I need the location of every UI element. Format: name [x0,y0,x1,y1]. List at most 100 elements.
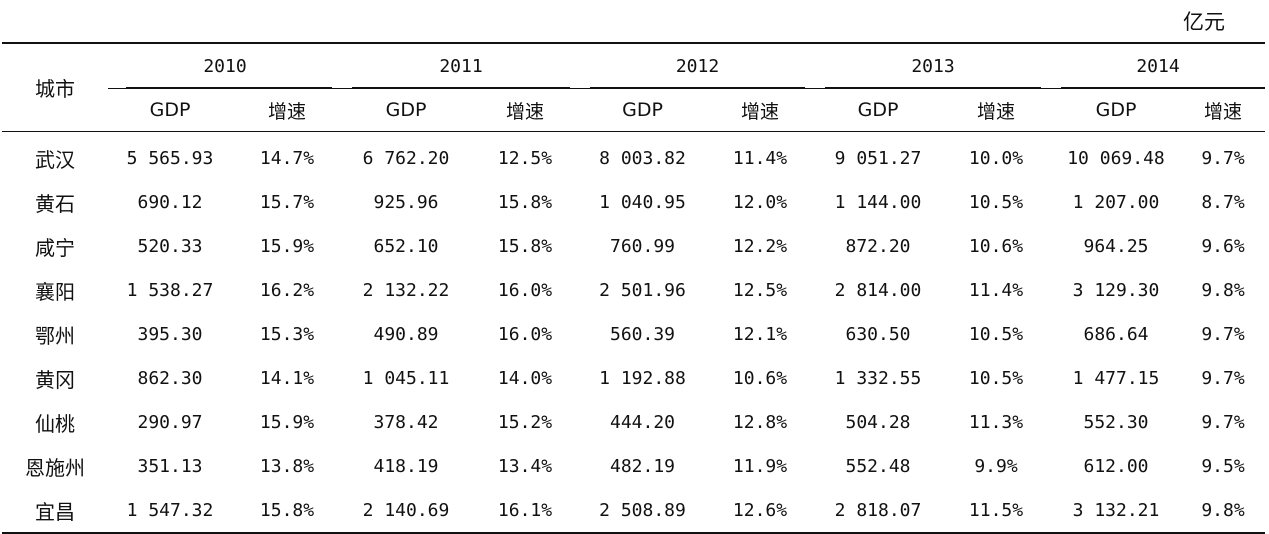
table-row: 鄂州 395.30 15.3% 490.89 16.0% 560.39 12.1% 630.5… [2,312,1265,356]
gdp-cell: 2 814.00 [834,279,922,301]
growth-cell: 9.7% [1201,411,1245,433]
growth-cell: 9.7% [1201,147,1245,169]
gdp-cell: 964.25 [1083,235,1149,257]
growth-cell: 12.6% [732,499,788,521]
gdp-table: 城市 2010 2011 2012 2013 2014 GDP 增速 GDP 增… [2,42,1265,534]
year-header: 2014 [1051,44,1265,89]
growth-cell: 15.3% [259,323,315,345]
gdp-cell: 8 003.82 [599,147,686,169]
growth-cell: 15.9% [259,411,315,433]
gdp-column-header: GDP [342,88,470,132]
gdp-cell: 1 477.15 [1072,367,1160,389]
growth-column-header: 增速 [232,88,342,132]
table-row: 咸宁 520.33 15.9% 652.10 15.8% 760.99 12.2% 872.2… [2,224,1265,268]
growth-cell: 10.6% [732,367,788,389]
city-cell: 鄂州 [35,323,75,348]
growth-cell: 13.8% [259,455,315,477]
growth-cell: 11.5% [968,499,1024,521]
growth-cell: 15.9% [259,235,315,257]
table-row: 仙桃 290.97 15.9% 378.42 15.2% 444.20 12.8% 504.2… [2,400,1265,444]
gdp-cell: 444.20 [609,411,676,433]
year-header: 2013 [815,44,1051,89]
growth-cell: 12.5% [497,147,553,169]
growth-cell: 9.8% [1201,499,1245,521]
growth-column-header: 增速 [705,88,815,132]
gdp-column-header: GDP [1051,88,1181,132]
table-row: 襄阳 1 538.27 16.2% 2 132.22 16.0% 2 501.96 12.5… [2,268,1265,312]
growth-cell: 10.0% [968,147,1024,169]
growth-cell: 9.8% [1201,279,1245,301]
gdp-cell: 1 547.32 [126,499,214,521]
gdp-cell: 552.48 [845,455,911,477]
city-cell: 黄石 [35,191,75,216]
growth-cell: 16.0% [497,323,553,345]
growth-cell: 12.0% [732,191,788,213]
gdp-cell: 3 132.21 [1072,499,1160,521]
city-cell: 宜昌 [35,499,75,524]
growth-cell: 9.9% [974,455,1018,477]
gdp-cell: 10 069.48 [1067,147,1165,169]
city-column-header: 城市 [2,44,108,132]
growth-cell: 11.9% [732,455,788,477]
growth-cell: 10.6% [968,235,1024,257]
gdp-cell: 630.50 [845,323,911,345]
header-row-years: 城市 2010 2011 2012 2013 2014 [2,44,1265,132]
city-cell: 武汉 [35,147,75,172]
growth-cell: 8.7% [1201,191,1245,213]
table-row: 恩施州 351.13 13.8% 418.19 13.4% 482.19 11.9% 552.… [2,444,1265,488]
gdp-cell: 1 332.55 [834,367,922,389]
growth-cell: 11.4% [968,279,1024,301]
gdp-cell: 1 040.95 [599,191,686,213]
growth-cell: 12.8% [732,411,788,433]
growth-cell: 16.1% [497,499,553,521]
gdp-cell: 520.33 [137,235,203,257]
year-header: 2010 [108,44,342,89]
unit-label: 亿元 [1183,10,1225,34]
gdp-cell: 552.30 [1083,411,1149,433]
growth-cell: 16.2% [259,279,315,301]
gdp-column-header: GDP [815,88,941,132]
growth-cell: 9.6% [1201,235,1245,257]
gdp-cell: 482.19 [609,455,676,477]
growth-column-header: 增速 [1181,88,1265,132]
growth-cell: 14.7% [259,147,315,169]
gdp-cell: 2 818.07 [834,499,922,521]
growth-cell: 12.2% [732,235,788,257]
growth-cell: 14.1% [259,367,315,389]
growth-cell: 10.5% [968,191,1024,213]
city-cell: 仙桃 [35,411,75,436]
gdp-cell: 925.96 [373,191,439,213]
gdp-cell: 418.19 [373,455,439,477]
growth-cell: 15.2% [497,411,553,433]
city-cell: 咸宁 [35,235,75,260]
gdp-cell: 760.99 [609,235,676,257]
gdp-cell: 686.64 [1083,323,1149,345]
table-row: 黄石 690.12 15.7% 925.96 15.8% 1 040.95 12.0% 1 1… [2,180,1265,224]
gdp-cell: 1 207.00 [1072,191,1160,213]
growth-cell: 10.5% [968,323,1024,345]
gdp-cell: 862.30 [137,367,203,389]
growth-cell: 10.5% [968,367,1024,389]
growth-column-header: 增速 [941,88,1051,132]
gdp-cell: 872.20 [845,235,911,257]
gdp-cell: 6 762.20 [362,147,450,169]
table-body: 武汉 5 565.93 14.7% 6 762.20 12.5% 8 003.82 11.4… [2,132,1265,534]
gdp-cell: 2 140.69 [362,499,450,521]
growth-cell: 12.1% [732,323,788,345]
growth-cell: 13.4% [497,455,553,477]
gdp-cell: 652.10 [373,235,439,257]
gdp-cell: 9 051.27 [834,147,922,169]
gdp-cell: 2 501.96 [599,279,686,301]
gdp-cell: 3 129.30 [1072,279,1160,301]
year-header: 2012 [580,44,815,89]
table-row: 武汉 5 565.93 14.7% 6 762.20 12.5% 8 003.82 11.4… [2,132,1265,181]
growth-cell: 15.7% [259,191,315,213]
growth-cell: 14.0% [497,367,553,389]
gdp-cell: 1 045.11 [362,367,450,389]
growth-cell: 15.8% [497,191,553,213]
gdp-cell: 395.30 [137,323,203,345]
gdp-cell: 1 144.00 [834,191,922,213]
gdp-cell: 378.42 [373,411,439,433]
gdp-cell: 2 132.22 [362,279,450,301]
gdp-column-header: GDP [108,88,232,132]
